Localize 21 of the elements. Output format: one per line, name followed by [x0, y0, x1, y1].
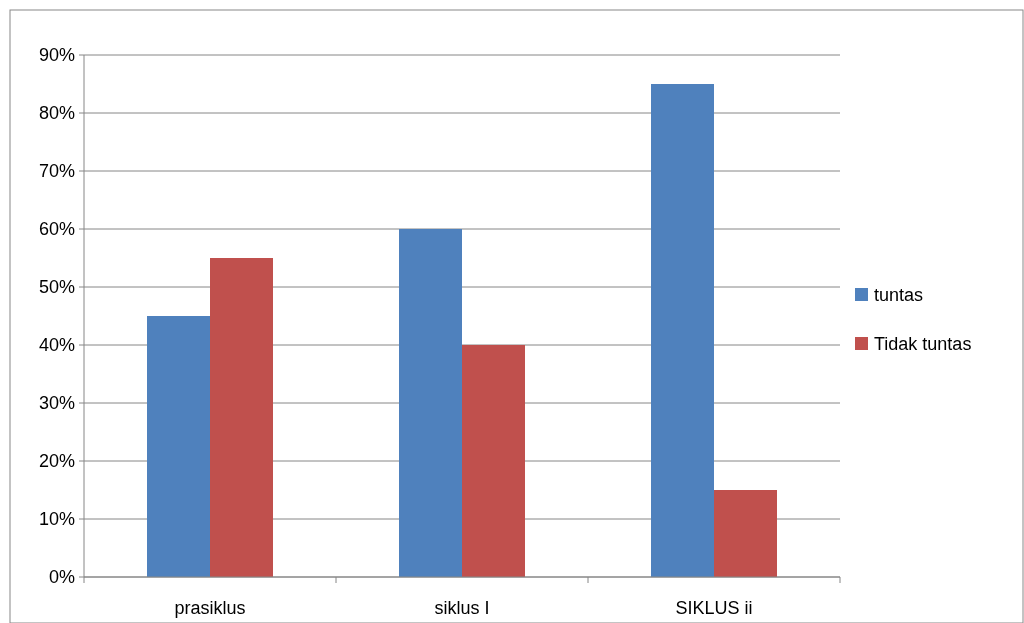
y-tick-label: 50% [38, 277, 75, 298]
bar [210, 258, 273, 577]
y-tick-label: 90% [38, 45, 75, 66]
x-tick-label: prasiklus [174, 598, 246, 618]
legend-label: tuntas [874, 285, 924, 306]
y-tick-label: 30% [38, 393, 75, 414]
y-tick-label: 0% [48, 567, 75, 588]
y-tick-label: 60% [38, 219, 75, 240]
y-tick-label: 20% [38, 451, 75, 472]
y-tick-label: 10% [38, 509, 75, 530]
x-tick-label: SIKLUS ii [675, 598, 753, 618]
bar [147, 316, 210, 577]
y-tick-label: 40% [38, 335, 75, 356]
bar [462, 345, 525, 577]
bar [651, 84, 714, 577]
bar [714, 490, 777, 577]
x-tick-label: siklus I [434, 598, 490, 618]
bar [399, 229, 462, 577]
y-tick-label: 80% [38, 103, 75, 124]
y-tick-label: 70% [38, 161, 75, 182]
legend-label: Tidak tuntas [874, 334, 972, 355]
